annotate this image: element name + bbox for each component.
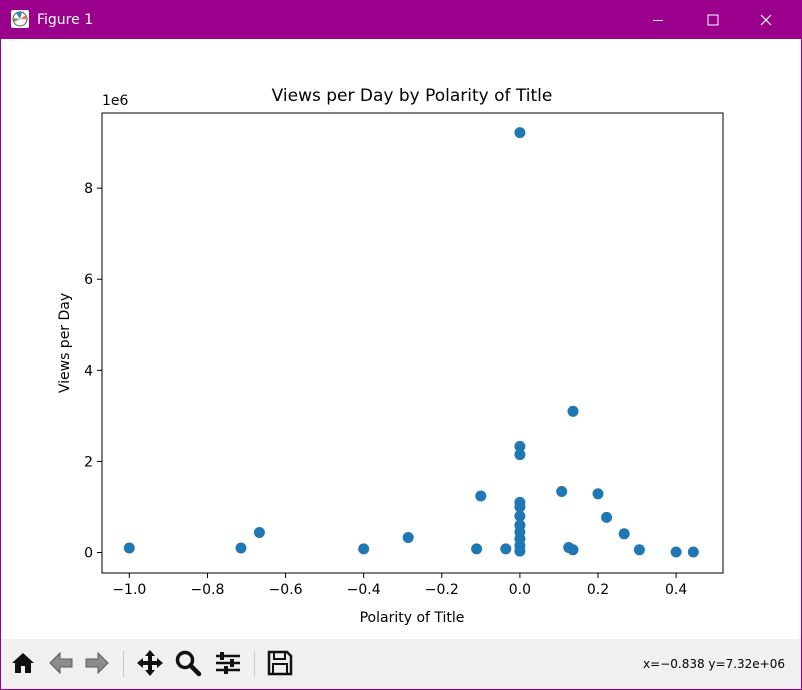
data-point (358, 543, 370, 555)
axes-frame (101, 112, 724, 574)
x-tick-label: 0.0 (509, 582, 531, 598)
x-tick-label: −0.4 (347, 582, 381, 598)
y-axis-label: Views per Day (57, 293, 73, 393)
scatter-chart: −1.0 −0.8 −0.6 −0.4 −0.2 0.0 0.2 0.4 0 2 4 6 8 View… (57, 86, 724, 626)
data-point (235, 542, 247, 554)
y-tick-label: 6 (84, 272, 93, 288)
close-icon (760, 14, 772, 26)
home-icon (12, 653, 34, 673)
y-ticks: 0 2 4 6 8 (84, 181, 102, 562)
minimize-icon (653, 20, 663, 21)
data-point (471, 543, 483, 555)
plot-canvas[interactable]: −1.0 −0.8 −0.6 −0.4 −0.2 0.0 0.2 0.4 0 2 4 6 8 View… (1, 39, 801, 639)
y-tick-label: 4 (84, 363, 93, 379)
y-tick-label: 2 (84, 454, 93, 470)
save-button[interactable] (265, 648, 295, 678)
configure-subplots-icon (216, 652, 240, 674)
data-point (670, 546, 682, 558)
data-point (567, 544, 579, 556)
data-point (567, 405, 579, 417)
navigation-toolbar: x=−0.838 y=7.32e+06 (1, 639, 801, 689)
chart-title: Views per Day by Polarity of Title (272, 86, 553, 106)
x-tick-label: −0.6 (269, 582, 303, 598)
data-point (556, 486, 568, 497)
home-button[interactable] (8, 648, 38, 678)
data-point (601, 511, 613, 523)
title-bar: Figure 1 (1, 1, 801, 39)
y-tick-label: 8 (84, 181, 93, 197)
data-point (514, 501, 526, 513)
back-arrow-icon (49, 651, 73, 675)
x-ticks: −1.0 −0.8 −0.6 −0.4 −0.2 0.0 0.2 0.4 (112, 573, 687, 598)
maximize-button[interactable] (690, 1, 736, 39)
data-point (687, 546, 699, 558)
forward-button[interactable] (82, 648, 112, 678)
data-point (500, 543, 512, 555)
zoom-button[interactable] (173, 648, 203, 678)
toolbar-separator (123, 651, 124, 677)
x-tick-label: 0.2 (587, 582, 609, 598)
y-tick-label: 0 (84, 546, 93, 562)
data-point (514, 510, 526, 522)
close-button[interactable] (743, 1, 789, 39)
data-point (402, 532, 414, 543)
x-tick-label: −0.2 (425, 582, 459, 598)
x-axis-label: Polarity of Title (360, 610, 465, 626)
window-title: Figure 1 (37, 12, 94, 28)
save-icon (267, 650, 293, 676)
zoom-icon (175, 650, 202, 677)
toolbar-separator (254, 651, 255, 677)
data-point (618, 528, 630, 540)
data-point (592, 488, 604, 500)
x-tick-label: −1.0 (112, 582, 146, 598)
y-offset-label: 1e6 (102, 93, 129, 109)
x-tick-label: 0.4 (665, 582, 687, 598)
configure-subplots-button[interactable] (213, 648, 243, 678)
data-point (475, 490, 487, 502)
data-point (514, 449, 526, 461)
minimize-button[interactable] (635, 1, 681, 39)
forward-arrow-icon (85, 651, 109, 675)
pan-icon (137, 650, 163, 676)
back-button[interactable] (46, 648, 76, 678)
data-point (253, 527, 265, 538)
data-point (123, 542, 135, 554)
x-tick-label: −0.8 (190, 582, 224, 598)
data-point (514, 545, 526, 557)
cursor-coordinates: x=−0.838 y=7.32e+06 (643, 657, 785, 671)
data-point (514, 440, 526, 452)
data-point (633, 544, 645, 556)
maximize-icon (707, 14, 719, 26)
points-layer (123, 127, 699, 558)
matplotlib-app-icon (11, 10, 29, 28)
data-point (514, 127, 526, 139)
pan-button[interactable] (135, 648, 165, 678)
